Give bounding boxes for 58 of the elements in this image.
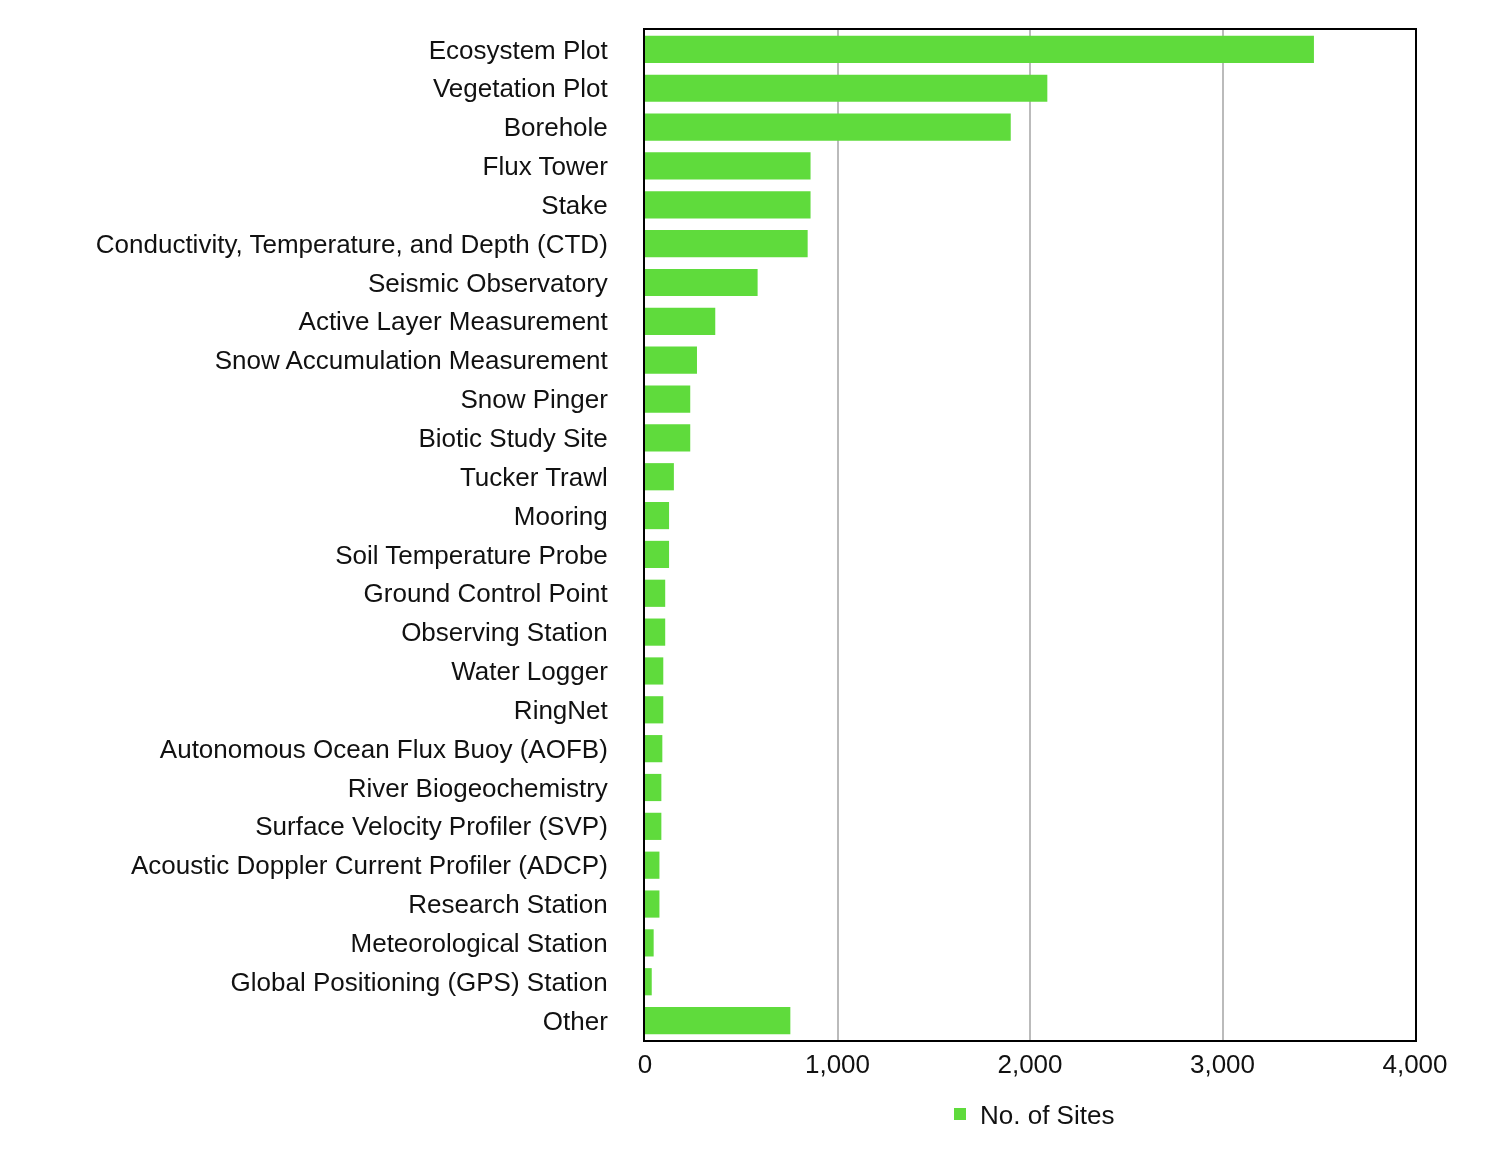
y-tick-label: Conductivity, Temperature, and Depth (CTD): [95, 228, 608, 259]
bar: [645, 657, 664, 685]
y-tick-label: Mooring: [513, 500, 608, 531]
x-tick-label: 1,000: [804, 1049, 871, 1080]
y-tick-label: Research Station: [408, 889, 608, 920]
y-tick-label: Acoustic Doppler Current Profiler (ADCP): [130, 850, 608, 881]
bar: [645, 929, 654, 957]
x-tick-label: 4,000: [1382, 1049, 1448, 1080]
bar: [645, 812, 662, 840]
bar: [645, 773, 662, 802]
bar: [645, 501, 670, 530]
bar: [645, 1006, 791, 1035]
y-tick-label: Snow Accumulation Measurement: [214, 345, 609, 376]
y-tick-label: Meteorological Station: [350, 927, 608, 958]
bar: [645, 463, 674, 491]
y-tick-label: Stake: [541, 189, 608, 220]
y-tick-label: Tucker Trawl: [459, 461, 608, 492]
y-tick-label: Water Logger: [451, 656, 609, 687]
bar: [645, 385, 691, 413]
y-tick-label: Vegetation Plot: [432, 73, 609, 104]
y-tick-label: Global Positioning (GPS) Station: [230, 966, 608, 997]
bar: [645, 696, 664, 724]
y-tick-label: Biotic Study Site: [418, 422, 608, 453]
bar: [645, 74, 1048, 102]
bar: [645, 424, 691, 452]
y-tick-label: Flux Tower: [482, 151, 609, 182]
bar: [645, 618, 666, 646]
bar: [645, 191, 811, 219]
bar: [645, 540, 670, 569]
y-tick-label: Ecosystem Plot: [428, 34, 609, 65]
y-tick-label: River Biogeochemistry: [347, 772, 608, 803]
bar: [645, 851, 660, 879]
y-tick-label: Snow Pinger: [460, 384, 609, 415]
bar: [645, 968, 652, 996]
bar: [645, 113, 1011, 141]
bar: [645, 890, 660, 918]
y-tick-label: Observing Station: [401, 617, 608, 648]
bar: [645, 307, 716, 335]
y-tick-label: Autonomous Ocean Flux Buoy (AOFB): [159, 733, 608, 764]
y-tick-label: Surface Velocity Profiler (SVP): [255, 811, 608, 842]
bar: [645, 35, 1314, 64]
bar: [645, 268, 758, 297]
legend-label: No. of Sites: [980, 1100, 1115, 1131]
bar: [645, 735, 663, 763]
bar: [645, 579, 666, 607]
y-tick-label: RingNet: [513, 694, 609, 725]
bar: [645, 152, 811, 180]
y-tick-label: Seismic Observatory: [367, 267, 608, 298]
bar: [645, 230, 808, 258]
y-tick-label: Active Layer Measurement: [298, 306, 609, 337]
x-tick-label: 0: [637, 1049, 653, 1080]
bar: [645, 346, 697, 374]
y-tick-label: Ground Control Point: [363, 578, 609, 609]
x-tick-label: 2,000: [997, 1049, 1063, 1080]
y-tick-label: Borehole: [503, 112, 608, 143]
y-tick-label: Soil Temperature Probe: [335, 539, 608, 570]
x-tick-label: 3,000: [1189, 1049, 1256, 1080]
y-tick-label: Other: [542, 1005, 609, 1036]
